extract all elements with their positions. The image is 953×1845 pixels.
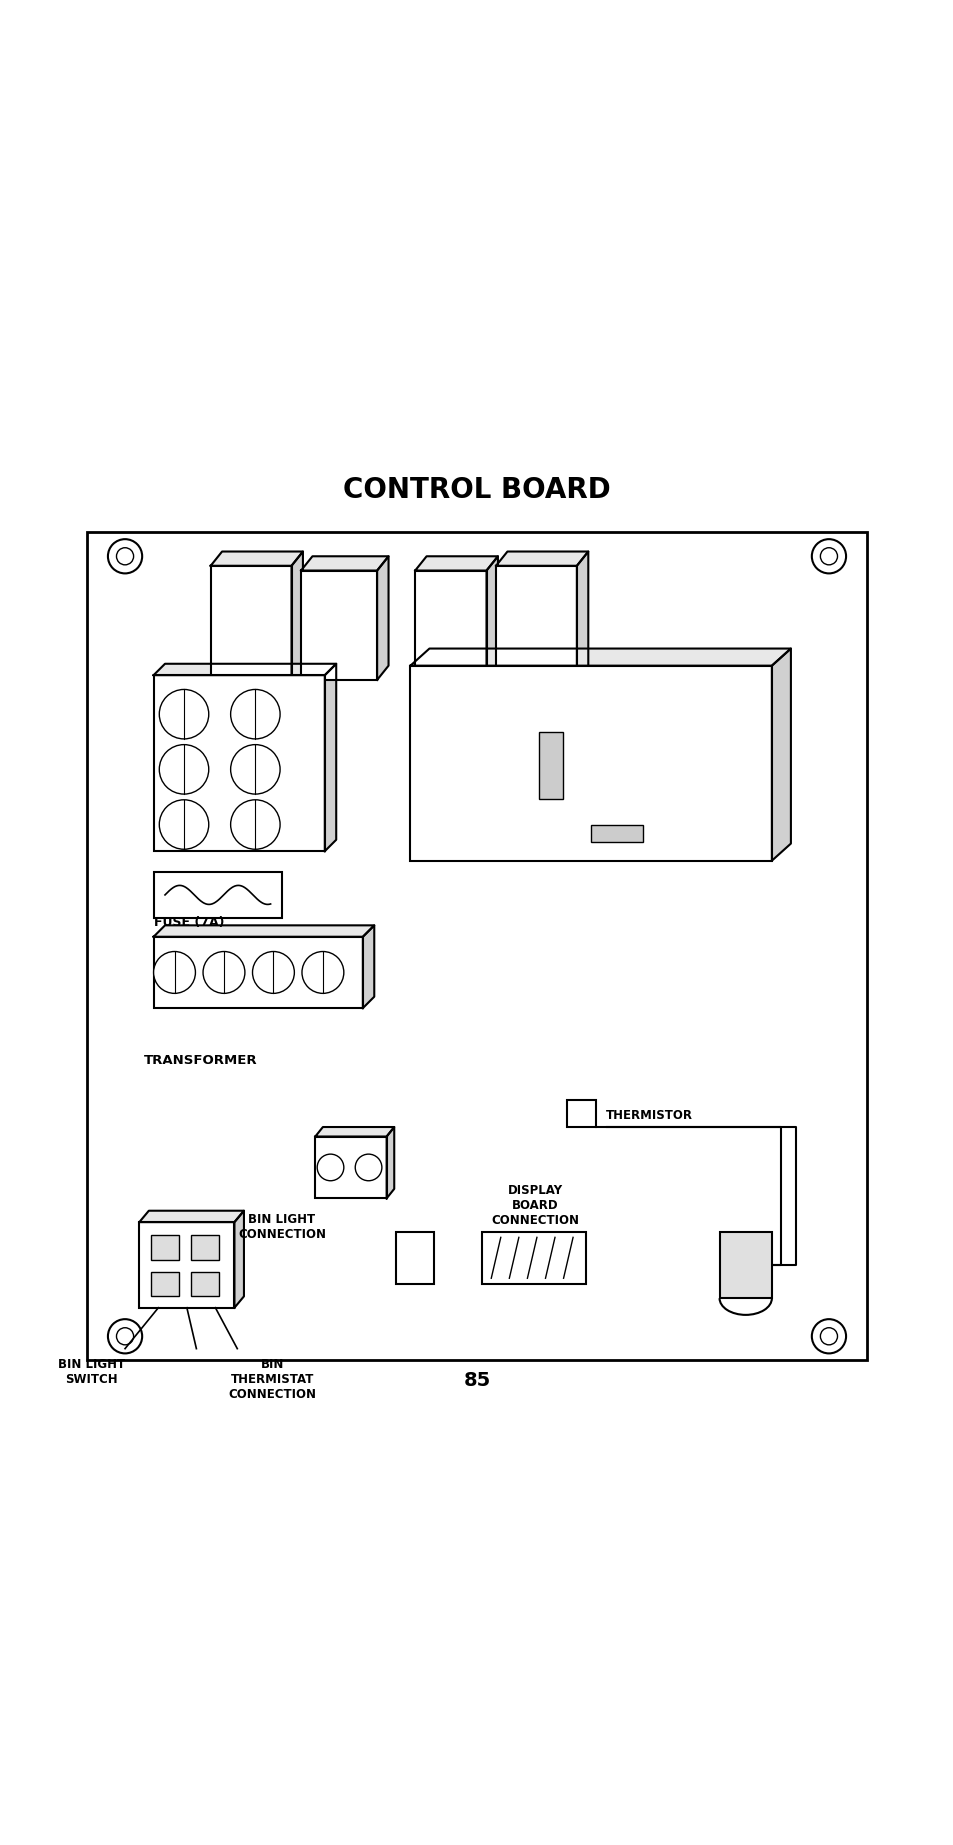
Circle shape bbox=[355, 1155, 381, 1181]
Bar bbox=[395, 1232, 434, 1284]
Bar bbox=[538, 732, 562, 799]
Bar bbox=[191, 1236, 219, 1260]
Circle shape bbox=[159, 799, 209, 849]
Circle shape bbox=[820, 1328, 837, 1345]
Bar bbox=[481, 1232, 586, 1284]
Text: BIN
THERMISTAT
CONNECTION: BIN THERMISTAT CONNECTION bbox=[229, 1358, 316, 1400]
Circle shape bbox=[302, 952, 343, 993]
Bar bbox=[151, 1236, 179, 1260]
Circle shape bbox=[811, 539, 845, 574]
Circle shape bbox=[116, 548, 133, 565]
Circle shape bbox=[231, 799, 280, 849]
Polygon shape bbox=[496, 552, 588, 566]
Polygon shape bbox=[153, 664, 335, 675]
Bar bbox=[139, 1221, 234, 1308]
Circle shape bbox=[108, 1319, 142, 1354]
Bar bbox=[153, 873, 282, 917]
Bar bbox=[415, 570, 486, 681]
Bar bbox=[496, 566, 577, 690]
Polygon shape bbox=[153, 926, 374, 937]
Text: FUSE (7A): FUSE (7A) bbox=[153, 917, 224, 930]
Circle shape bbox=[159, 745, 209, 793]
Circle shape bbox=[159, 690, 209, 738]
Text: CONTROL BOARD: CONTROL BOARD bbox=[343, 476, 610, 504]
Polygon shape bbox=[324, 664, 335, 851]
Polygon shape bbox=[211, 552, 303, 566]
Bar bbox=[153, 937, 362, 1007]
Bar bbox=[410, 666, 771, 860]
Bar bbox=[87, 533, 866, 1360]
Bar bbox=[301, 570, 376, 681]
Circle shape bbox=[108, 539, 142, 574]
Polygon shape bbox=[386, 1127, 394, 1199]
Text: BIN LIGHT
SWITCH: BIN LIGHT SWITCH bbox=[58, 1358, 125, 1386]
Circle shape bbox=[820, 548, 837, 565]
Circle shape bbox=[253, 952, 294, 993]
Circle shape bbox=[231, 690, 280, 738]
Circle shape bbox=[231, 745, 280, 793]
Polygon shape bbox=[486, 557, 497, 681]
Bar bbox=[211, 566, 292, 690]
Polygon shape bbox=[314, 1127, 394, 1137]
Bar bbox=[591, 825, 642, 841]
Text: THERMISTOR: THERMISTOR bbox=[605, 1109, 692, 1122]
Circle shape bbox=[203, 952, 245, 993]
Polygon shape bbox=[771, 649, 790, 860]
Text: BIN LIGHT
CONNECTION: BIN LIGHT CONNECTION bbox=[237, 1212, 326, 1240]
Bar bbox=[567, 1100, 596, 1127]
Bar bbox=[191, 1271, 219, 1297]
Circle shape bbox=[811, 1319, 845, 1354]
Polygon shape bbox=[292, 552, 303, 690]
Polygon shape bbox=[362, 926, 374, 1007]
Polygon shape bbox=[234, 1210, 244, 1308]
Bar bbox=[314, 1137, 386, 1199]
Polygon shape bbox=[410, 649, 790, 666]
Bar bbox=[151, 1271, 179, 1297]
Polygon shape bbox=[577, 552, 588, 690]
Circle shape bbox=[153, 952, 195, 993]
Text: DISPLAY
BOARD
CONNECTION: DISPLAY BOARD CONNECTION bbox=[491, 1184, 578, 1227]
Polygon shape bbox=[301, 557, 388, 570]
Circle shape bbox=[316, 1155, 343, 1181]
Circle shape bbox=[116, 1328, 133, 1345]
Polygon shape bbox=[415, 557, 497, 570]
Polygon shape bbox=[139, 1210, 244, 1221]
Polygon shape bbox=[376, 557, 388, 681]
Text: 85: 85 bbox=[463, 1371, 490, 1391]
Bar bbox=[153, 675, 324, 851]
Text: TRANSFORMER: TRANSFORMER bbox=[144, 1053, 257, 1066]
Bar bbox=[719, 1232, 771, 1299]
